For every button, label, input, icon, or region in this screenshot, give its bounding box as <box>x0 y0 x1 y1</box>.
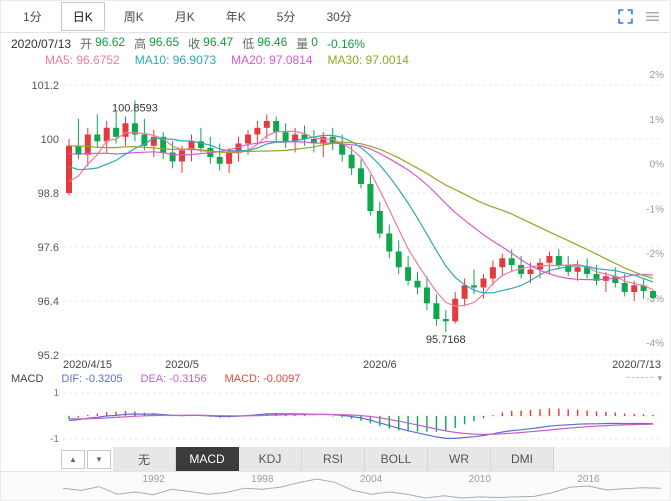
macd-legend-item: DIF: -0.3205 <box>61 372 123 385</box>
quote-date: 2020/07/13 <box>11 36 72 51</box>
quote-field-label: 高 <box>134 37 147 51</box>
period-tab-5分[interactable]: 5分 <box>276 10 296 24</box>
ma-legend: MA5: 96.6752 MA10: 96.9073 MA20: 97.0814 MA… <box>1 53 670 69</box>
period-tab-1分[interactable]: 1分 <box>23 10 42 24</box>
indicator-tabbar-filler <box>554 447 670 471</box>
price-axis-label: 96.4 <box>38 296 59 308</box>
quote-fields: 开 96.62 高 96.65 收 96.47 低 96.46 量 0 <box>80 35 327 52</box>
quote-field-value: 96.46 <box>257 35 288 49</box>
navigator-year-label: 1998 <box>251 474 274 485</box>
quote-field-value: 96.47 <box>203 35 234 49</box>
menu-icon[interactable] <box>645 9 660 24</box>
percent-axis-label: 2% <box>650 70 665 81</box>
price-annotation: 95.7168 <box>426 334 466 346</box>
macd-axis-label: -1 <box>50 434 59 445</box>
history-navigator[interactable] <box>1 471 671 501</box>
percent-axis-label: -3% <box>646 294 664 305</box>
panel-collapse-control[interactable]: ▾ <box>627 374 662 383</box>
navigator-year-label: 2004 <box>359 474 383 485</box>
quote-field-value: 0 <box>311 35 318 49</box>
macd-indicator-chart[interactable]: 1 -1 <box>1 385 671 447</box>
macd-legend-item: MACD <box>11 372 44 385</box>
x-axis-label: 2020/5 <box>165 359 199 371</box>
quote-field-label: 低 <box>242 37 255 51</box>
quote-field: 低 96.46 <box>242 35 287 52</box>
period-tab-30分[interactable]: 30分 <box>326 10 352 24</box>
percent-axis-label: -4% <box>646 339 664 350</box>
quote-field: 收 96.47 <box>188 35 233 52</box>
price-axis-label: 95.2 <box>38 350 59 362</box>
period-tab-年K[interactable]: 年K <box>225 10 246 24</box>
history-line <box>62 478 662 499</box>
x-axis-labels: 2020/4/15 2020/5 2020/6 2020/7/13 <box>1 359 670 372</box>
chevron-down-icon: ▾ <box>657 373 662 383</box>
quote-field: 高 96.65 <box>134 35 179 52</box>
period-tab-月K[interactable]: 月K <box>174 10 195 24</box>
percent-axis-label: 1% <box>650 115 665 126</box>
dashed-handle-icon <box>627 377 654 378</box>
macd-labels: MACD DIF: -0.3205 DEA: -0.3156 MACD: -0.009… <box>11 373 300 385</box>
ma5-line <box>68 130 654 307</box>
period-tabbar: 1分 日K 周K 月K 年K 5分 30分 <box>1 1 670 33</box>
indicator-tab-无[interactable]: 无 <box>113 447 176 471</box>
quote-change-percent: -0.16% <box>326 36 365 51</box>
price-axis-label: 101.2 <box>31 80 59 92</box>
period-tabs: 1分 日K 周K 月K 年K 5分 30分 <box>11 2 371 31</box>
indicator-tab-BOLL[interactable]: BOLL <box>365 447 428 471</box>
candles-layer <box>66 100 656 333</box>
quote-field-label: 量 <box>296 37 309 51</box>
quote-field-value: 96.62 <box>95 35 126 49</box>
ma10-line <box>68 134 654 294</box>
percent-axis-label: 0% <box>650 160 665 171</box>
ma20-line <box>68 140 654 281</box>
percent-axis-label: -2% <box>646 249 664 260</box>
quote-field-label: 开 <box>80 37 93 51</box>
topbar-icons <box>618 9 660 24</box>
navigator-year-label: 2010 <box>468 474 491 485</box>
price-annotation: 100.8593 <box>112 102 158 114</box>
navigator-year-label: 2016 <box>577 474 600 485</box>
indicator-tab-RSI[interactable]: RSI <box>302 447 365 471</box>
indicator-tab-WR[interactable]: WR <box>428 447 491 471</box>
indicator-tabbar: ▲ ▼ 无 MACD KDJ RSI BOLL WR DMI <box>1 447 670 471</box>
ma-legend-item: MA20: 97.0814 <box>231 53 313 67</box>
indicator-tab-DMI[interactable]: DMI <box>491 447 554 471</box>
x-axis-label: 2020/6 <box>362 359 397 371</box>
price-axis-label: 100 <box>41 134 59 146</box>
dea-line <box>68 413 654 436</box>
scroll-down-button[interactable]: ▼ <box>87 449 111 469</box>
price-axis-label: 98.8 <box>38 188 59 200</box>
macd-legend-item: DEA: -0.3156 <box>140 372 207 385</box>
indicator-tab-MACD[interactable]: MACD <box>176 447 239 471</box>
quote-field-value: 96.65 <box>149 35 180 49</box>
quote-bar: 2020/07/13 开 96.62 高 96.65 收 96.47 低 96.46 量 0 -0… <box>1 35 670 52</box>
period-tab-周K[interactable]: 周K <box>123 10 144 24</box>
x-axis-label: 2020/4/15 <box>63 359 112 371</box>
quote-field: 开 96.62 <box>80 35 125 52</box>
scroll-up-button[interactable]: ▲ <box>61 449 85 469</box>
indicator-tab-KDJ[interactable]: KDJ <box>239 447 302 471</box>
ma-legend-item: MA10: 96.9073 <box>134 53 217 67</box>
x-axis-label: 2020/7/13 <box>612 359 661 371</box>
navigator-year-label: 1992 <box>142 474 165 485</box>
price-axis-label: 97.6 <box>38 242 59 254</box>
indicator-tabs: 无 MACD KDJ RSI BOLL WR DMI <box>113 447 554 471</box>
macd-legend-item: MACD: -0.0097 <box>224 372 301 385</box>
percent-axis-label: -1% <box>646 204 664 215</box>
macd-axis-label: 1 <box>53 388 59 399</box>
fullscreen-icon[interactable] <box>618 9 633 24</box>
macd-histogram-layer <box>68 408 654 432</box>
ma30-line <box>68 141 654 279</box>
dif-line <box>68 413 654 440</box>
ma-legend-item: MA5: 96.6752 <box>45 53 120 67</box>
macd-legend: MACD DIF: -0.3205 DEA: -0.3156 MACD: -0.009… <box>1 372 670 385</box>
period-tab-日K[interactable]: 日K <box>60 2 105 31</box>
quote-field-label: 收 <box>188 37 201 51</box>
ma-legend-item: MA30: 97.0014 <box>327 53 409 67</box>
main-candlestick-chart[interactable]: 101.2 100 98.8 97.6 96.4 95.2 2% 1% 0% -1% -2% -3% -… <box>1 69 671 362</box>
